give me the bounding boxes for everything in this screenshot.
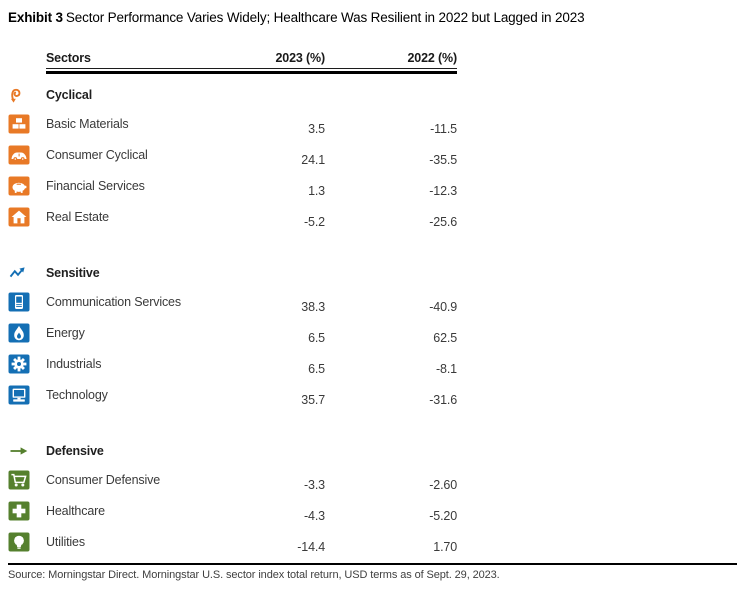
- sector-row: Technology 35.7 -31.6: [8, 379, 457, 410]
- value-2022: -40.9: [429, 299, 457, 314]
- sector-row: Utilities -14.4 1.70: [8, 526, 457, 557]
- sector-row: Financial Services 1.3 -12.3: [8, 170, 457, 201]
- sector-name: Communication Services: [46, 294, 181, 309]
- sector-name: Technology: [46, 387, 108, 402]
- value-2022: -35.5: [429, 152, 457, 167]
- value-2023: 6.5: [308, 330, 325, 345]
- sector-name: Healthcare: [46, 503, 105, 518]
- sector-row: Energy 6.5 62.5: [8, 317, 457, 348]
- group-label-sensitive: Sensitive: [46, 266, 100, 280]
- value-2023: 6.5: [308, 361, 325, 376]
- sector-row: Industrials 6.5 -8.1: [8, 348, 457, 379]
- sector-name: Consumer Defensive: [46, 472, 161, 487]
- sector-name: Utilities: [46, 534, 85, 549]
- value-2023: 35.7: [301, 392, 325, 407]
- sector-name: Real Estate: [46, 209, 109, 224]
- value-2022: -12.3: [429, 183, 457, 198]
- basic-materials-icon: [8, 114, 30, 134]
- value-2023: 3.5: [308, 121, 325, 136]
- sector-group: Defensive Consumer Defensive -3.3 -2.60 …: [8, 438, 457, 557]
- value-2023: 1.3: [308, 183, 325, 198]
- value-2022: 62.5: [433, 330, 457, 345]
- real-estate-icon: [8, 207, 30, 227]
- group-header-row: Cyclical: [8, 82, 457, 108]
- cyclical-icon: [8, 85, 30, 105]
- sensitive-icon: [8, 263, 30, 283]
- value-2022: -5.20: [429, 508, 457, 523]
- value-2022: 1.70: [433, 539, 457, 554]
- value-2023: -4.3: [304, 508, 325, 523]
- sector-row: Healthcare -4.3 -5.20: [8, 495, 457, 526]
- value-2023: 24.1: [301, 152, 325, 167]
- bottom-rule: [8, 563, 737, 565]
- value-2023: 38.3: [301, 299, 325, 314]
- defensive-icon: [8, 441, 30, 461]
- financial-services-icon: [8, 176, 30, 196]
- value-2023: -14.4: [297, 539, 325, 554]
- source-note: Source: Morningstar Direct. Morningstar …: [8, 569, 500, 581]
- communication-services-icon: [8, 292, 30, 312]
- header-thick-rule: [46, 71, 457, 74]
- value-2022: -25.6: [429, 214, 457, 229]
- value-2022: -2.60: [429, 477, 457, 492]
- group-header-row: Defensive: [8, 438, 457, 464]
- table-header-row: Sectors 2023 (%) 2022 (%): [8, 48, 457, 65]
- column-header-2022: 2022 (%): [407, 51, 457, 65]
- sector-table-body: Cyclical Basic Materials 3.5 -11.5 Consu…: [8, 82, 457, 557]
- group-label-cyclical: Cyclical: [46, 88, 93, 102]
- energy-icon: [8, 323, 30, 343]
- value-2022: -8.1: [436, 361, 457, 376]
- sector-table: Sectors 2023 (%) 2022 (%) Cyclical Basic…: [8, 48, 457, 557]
- sector-row: Consumer Defensive -3.3 -2.60: [8, 464, 457, 495]
- sector-name: Basic Materials: [46, 116, 129, 131]
- sector-name: Energy: [46, 325, 85, 340]
- sector-row: Basic Materials 3.5 -11.5: [8, 108, 457, 139]
- industrials-icon: [8, 354, 30, 374]
- sector-group: Cyclical Basic Materials 3.5 -11.5 Consu…: [8, 82, 457, 232]
- sector-row: Communication Services 38.3 -40.9: [8, 286, 457, 317]
- sector-row: Consumer Cyclical 24.1 -35.5: [8, 139, 457, 170]
- value-2022: -31.6: [429, 392, 457, 407]
- technology-icon: [8, 385, 30, 405]
- sector-group: Sensitive Communication Services 38.3 -4…: [8, 260, 457, 410]
- group-header-row: Sensitive: [8, 260, 457, 286]
- sector-row: Real Estate -5.2 -25.6: [8, 201, 457, 232]
- sector-name: Consumer Cyclical: [46, 147, 148, 162]
- header-thin-rule: [46, 68, 457, 69]
- exhibit-title-text: Sector Performance Varies Widely; Health…: [65, 10, 585, 25]
- exhibit-number: Exhibit 3: [8, 10, 63, 25]
- column-header-2023: 2023 (%): [275, 51, 325, 65]
- value-2023: -3.3: [304, 477, 325, 492]
- exhibit-title: Exhibit 3 Sector Performance Varies Widel…: [8, 10, 743, 25]
- consumer-cyclical-icon: [8, 145, 30, 165]
- sector-name: Industrials: [46, 356, 102, 371]
- column-header-sectors: Sectors: [46, 51, 91, 65]
- group-label-defensive: Defensive: [46, 444, 104, 458]
- consumer-defensive-icon: [8, 470, 30, 490]
- value-2023: -5.2: [304, 214, 325, 229]
- table-footer: Source: Morningstar Direct. Morningstar …: [8, 563, 737, 581]
- healthcare-icon: [8, 501, 30, 521]
- sector-name: Financial Services: [46, 178, 145, 193]
- utilities-icon: [8, 532, 30, 552]
- value-2022: -11.5: [430, 121, 457, 136]
